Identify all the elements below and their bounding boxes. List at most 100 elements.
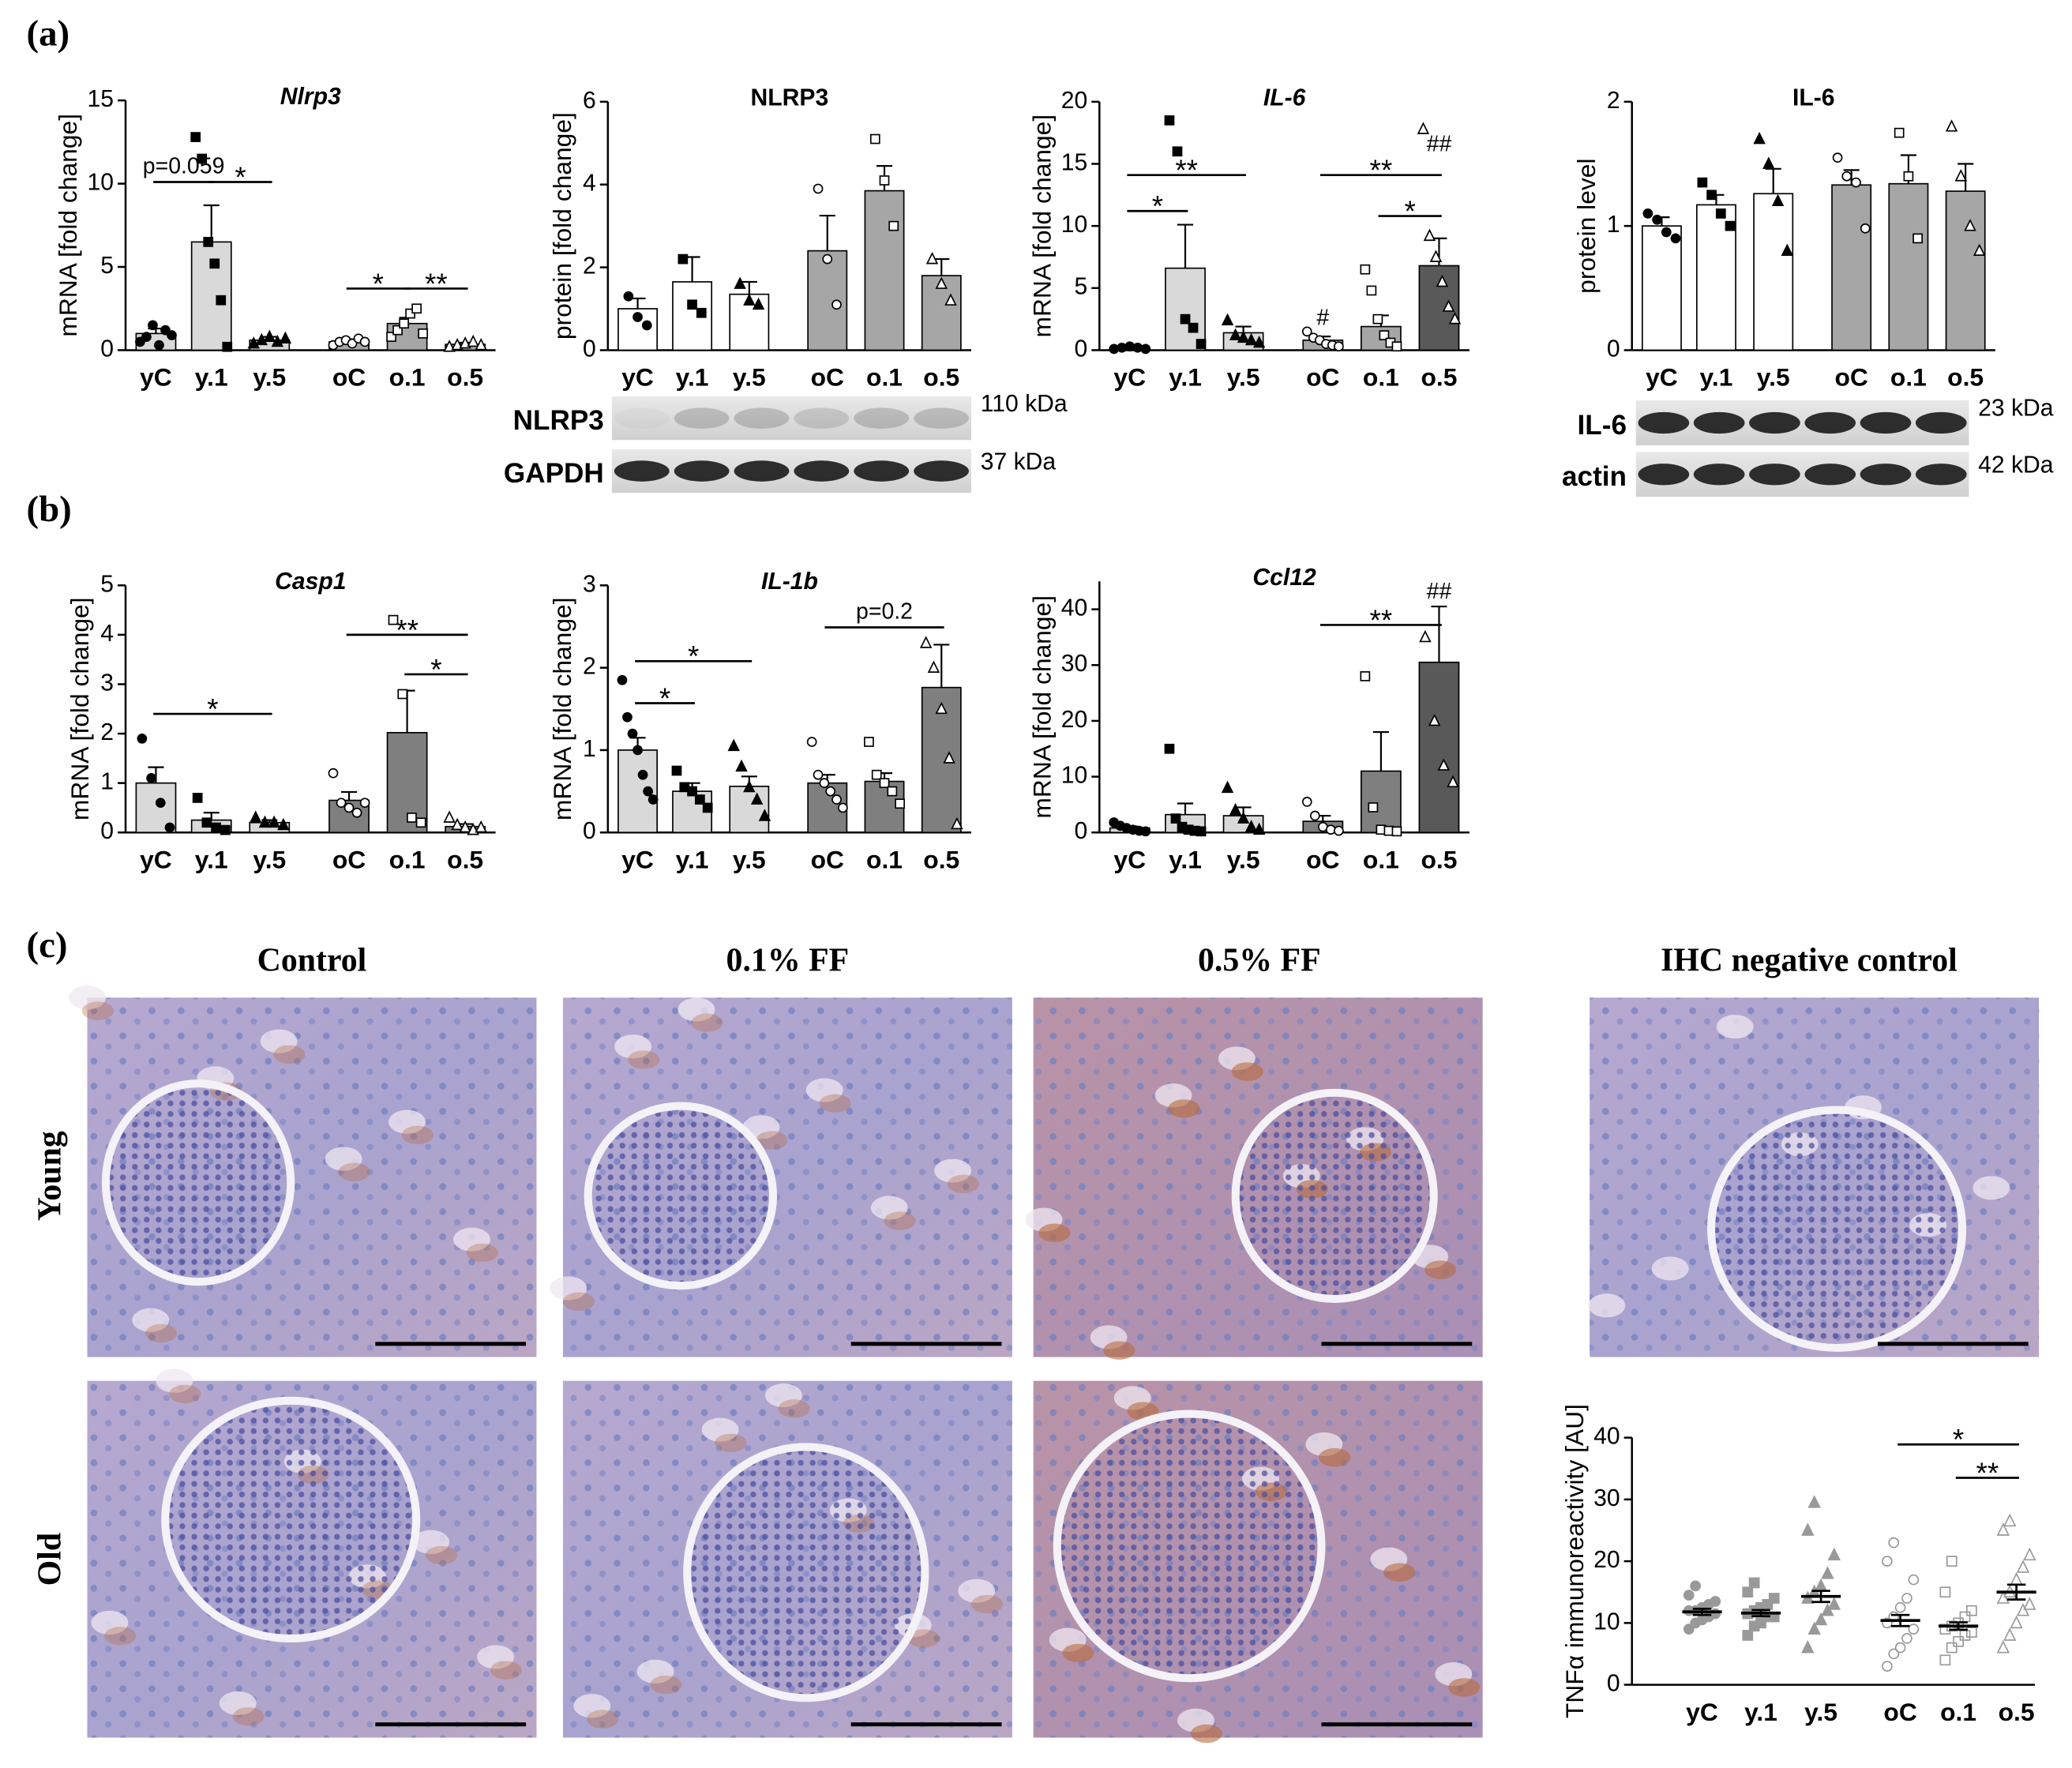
y-axis-label: mRNA [fold change] xyxy=(1027,595,1056,819)
data-point xyxy=(822,253,833,265)
error-bar xyxy=(148,766,164,783)
data-point xyxy=(203,237,214,247)
data-point xyxy=(1903,171,1914,182)
x-tick-label: y.5 xyxy=(1757,363,1790,392)
blot-band xyxy=(854,460,910,482)
data-point xyxy=(2023,1547,2036,1561)
data-point xyxy=(1832,152,1843,163)
blot-band xyxy=(1804,464,1856,486)
chart-title: IL-1b xyxy=(761,569,818,595)
y-tick-label: 2 xyxy=(583,253,596,280)
y-tick-label: 10 xyxy=(1061,212,1088,238)
error-bar xyxy=(1177,802,1194,815)
data-point xyxy=(1360,264,1371,275)
data-point xyxy=(813,769,824,780)
brown-stain xyxy=(756,1131,788,1150)
data-point xyxy=(459,336,471,349)
data-point xyxy=(467,334,479,347)
bar xyxy=(729,785,770,834)
x-tick-label: y.5 xyxy=(1804,1698,1837,1726)
column-title: 0.1% FF xyxy=(726,942,850,978)
glomerulus xyxy=(1053,1410,1326,1683)
x-tick-label: y.5 xyxy=(253,363,286,392)
x-tick-label: o.5 xyxy=(1947,363,1984,392)
x-tick-label: y.1 xyxy=(1744,1698,1777,1726)
glomerulus xyxy=(1231,1088,1438,1303)
data-point xyxy=(2023,1597,2036,1610)
data-point xyxy=(1670,233,1681,244)
data-point xyxy=(831,794,842,805)
error-bar xyxy=(1765,167,1781,194)
data-point xyxy=(154,340,164,351)
y-tick-label: 5 xyxy=(1075,274,1088,300)
brown-stain xyxy=(425,1545,458,1565)
y-tick-label: 3 xyxy=(583,571,596,597)
error-bar xyxy=(340,790,358,801)
brown-stain xyxy=(778,1399,810,1418)
error-bar xyxy=(1949,1621,1968,1631)
data-point xyxy=(1196,339,1207,349)
significance-label: ** xyxy=(1370,604,1393,636)
x-tick-label: o.1 xyxy=(866,845,903,873)
data-point xyxy=(443,810,456,823)
x-tick-label: oC xyxy=(1834,363,1867,392)
x-tick-label: y.5 xyxy=(733,363,766,392)
x-tick-label: o.1 xyxy=(1940,1698,1976,1726)
blot-label: GAPDH xyxy=(504,458,604,489)
data-point xyxy=(148,320,158,331)
data-point xyxy=(343,802,355,813)
brown-stain xyxy=(273,1045,306,1064)
data-point xyxy=(951,816,963,830)
blot-band xyxy=(614,460,670,482)
x-tick-label: y.1 xyxy=(195,845,228,873)
blot-strip xyxy=(611,396,972,441)
y-axis-label: protein [fold change] xyxy=(548,112,576,340)
y-tick-label: 1 xyxy=(583,736,596,762)
significance-label: p=0.2 xyxy=(856,599,913,625)
row-label: Old xyxy=(32,1533,69,1586)
data-point xyxy=(146,773,156,783)
data-point xyxy=(1821,1603,1834,1616)
y-axis-label: mRNA [fold change] xyxy=(54,114,82,337)
data-point xyxy=(869,133,880,145)
data-point xyxy=(1196,826,1207,837)
data-point xyxy=(1807,1495,1821,1508)
y-tick-label: 0 xyxy=(1607,336,1620,362)
data-point xyxy=(475,338,487,351)
significance-label: ** xyxy=(396,614,419,646)
brown-stain xyxy=(627,1050,660,1069)
brown-stain xyxy=(338,1162,370,1182)
x-tick-label: y.1 xyxy=(1169,363,1202,392)
y-tick-label: 4 xyxy=(100,621,114,647)
tubule-lumen xyxy=(219,1691,257,1716)
data-point xyxy=(925,252,939,265)
chart-title: Casp1 xyxy=(275,569,346,595)
blot-size: 42 kDa xyxy=(1978,452,2054,479)
data-point xyxy=(1801,1522,1815,1536)
data-point xyxy=(2010,1572,2023,1586)
data-point xyxy=(1442,299,1455,312)
data-point xyxy=(155,798,166,809)
data-point xyxy=(1912,233,1923,244)
x-tick-label: oC xyxy=(811,845,844,873)
data-point xyxy=(2016,1603,2030,1616)
data-point xyxy=(643,786,653,797)
y-tick-label: 20 xyxy=(1061,707,1088,733)
data-point xyxy=(1781,243,1793,256)
brown-stain xyxy=(1424,1260,1457,1279)
data-point xyxy=(632,312,643,322)
data-point xyxy=(1894,1601,1906,1613)
data-point xyxy=(197,153,208,164)
data-point xyxy=(247,336,260,349)
tubule-lumen xyxy=(453,1227,490,1252)
data-point xyxy=(1814,1578,1828,1592)
blot-band xyxy=(1693,464,1745,486)
tubule-lumen xyxy=(1651,1256,1689,1281)
significance-label: * xyxy=(1953,1424,1964,1456)
data-point xyxy=(1801,1640,1815,1654)
data-point xyxy=(277,817,290,831)
significance-label: * xyxy=(373,268,384,300)
data-point xyxy=(250,810,262,823)
brown-stain xyxy=(562,1292,595,1312)
data-point xyxy=(943,751,955,764)
